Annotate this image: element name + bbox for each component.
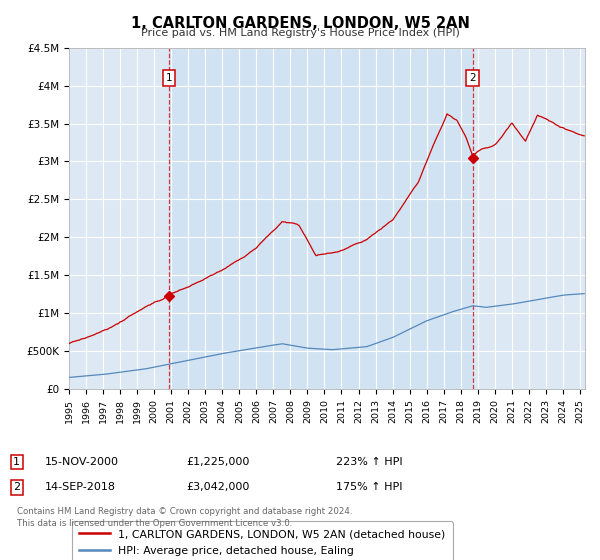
Text: 15-NOV-2000: 15-NOV-2000 xyxy=(45,457,119,467)
Text: Contains HM Land Registry data © Crown copyright and database right 2024.: Contains HM Land Registry data © Crown c… xyxy=(17,507,352,516)
Text: 1, CARLTON GARDENS, LONDON, W5 2AN: 1, CARLTON GARDENS, LONDON, W5 2AN xyxy=(131,16,469,31)
Text: 175% ↑ HPI: 175% ↑ HPI xyxy=(336,482,403,492)
Text: 2: 2 xyxy=(469,73,476,83)
Text: This data is licensed under the Open Government Licence v3.0.: This data is licensed under the Open Gov… xyxy=(17,520,292,529)
Text: 2: 2 xyxy=(13,482,20,492)
Legend: 1, CARLTON GARDENS, LONDON, W5 2AN (detached house), HPI: Average price, detache: 1, CARLTON GARDENS, LONDON, W5 2AN (deta… xyxy=(72,521,453,560)
Text: £1,225,000: £1,225,000 xyxy=(186,457,250,467)
Text: £3,042,000: £3,042,000 xyxy=(186,482,250,492)
Text: Price paid vs. HM Land Registry's House Price Index (HPI): Price paid vs. HM Land Registry's House … xyxy=(140,28,460,38)
Bar xyxy=(169,48,473,389)
Text: 1: 1 xyxy=(166,73,172,83)
Text: 1: 1 xyxy=(13,457,20,467)
Text: 223% ↑ HPI: 223% ↑ HPI xyxy=(336,457,403,467)
Text: 14-SEP-2018: 14-SEP-2018 xyxy=(45,482,116,492)
